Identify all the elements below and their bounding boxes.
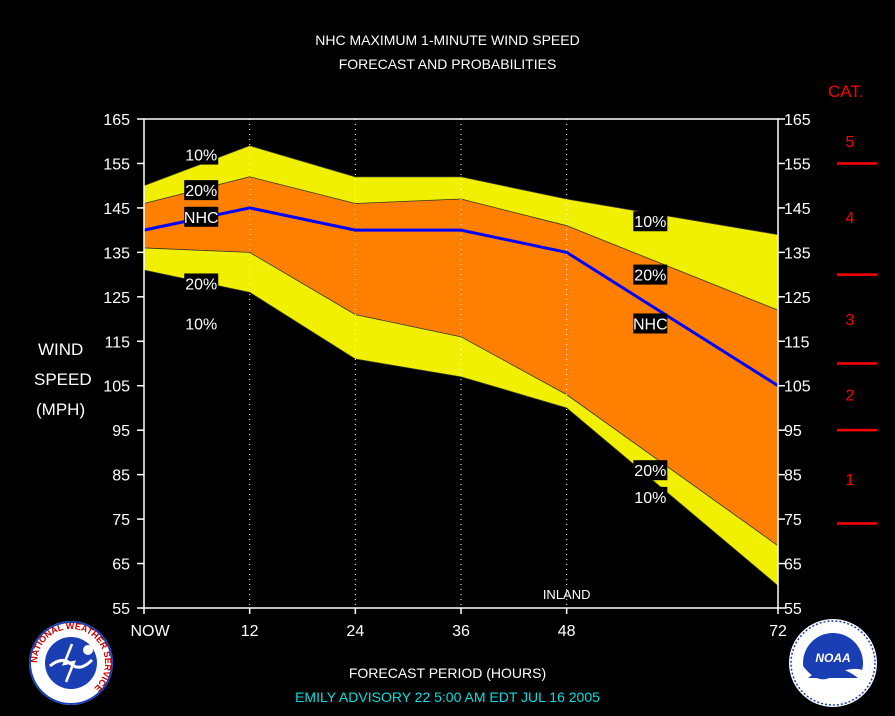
band-label-box-3 xyxy=(184,273,219,294)
category-label-3: 3 xyxy=(846,312,855,329)
band-label-box-9 xyxy=(633,486,668,507)
band-label-4: 10% xyxy=(185,316,217,333)
band-label-box-1 xyxy=(184,180,219,201)
y-axis-label-line2: SPEED xyxy=(34,370,92,389)
svg-text:NOAA: NOAA xyxy=(815,651,850,665)
y-tick-label-left-65: 65 xyxy=(112,557,130,574)
band-label-1: 20% xyxy=(185,183,217,200)
y-tick-label-right-75: 75 xyxy=(784,512,802,529)
y-tick-label-left-125: 125 xyxy=(103,290,130,307)
series-line-0-10% xyxy=(143,145,779,235)
y-tick-label-right-65: 65 xyxy=(784,557,802,574)
probability-band-20pct xyxy=(144,176,778,546)
y-tick-label-left-145: 145 xyxy=(103,201,130,218)
y-tick-label-right-85: 85 xyxy=(784,468,802,485)
y-tick-label-right-145: 145 xyxy=(784,201,811,218)
chart-title-line2: FORECAST AND PROBABILITIES xyxy=(338,56,557,72)
nhc-forecast-line xyxy=(143,206,779,387)
y-tick-label-left-105: 105 xyxy=(103,379,130,396)
band-label-box-5 xyxy=(633,211,668,232)
category-title: CAT. xyxy=(828,82,864,101)
y-tick-label-right-95: 95 xyxy=(784,423,802,440)
y-tick-label-right-155: 155 xyxy=(784,156,811,173)
y-axis-label-line1: WIND xyxy=(38,340,84,359)
band-label-6: 20% xyxy=(634,268,666,285)
y-axis-label-line3: (MPH) xyxy=(36,400,86,419)
band-label-3: 20% xyxy=(185,276,217,293)
y-tick-label-left-135: 135 xyxy=(103,245,130,262)
band-label-9: 10% xyxy=(634,490,666,507)
inland-annotation: INLAND xyxy=(543,587,591,602)
band-label-5: 10% xyxy=(634,214,666,231)
x-axis-label: FORECAST PERIOD (HOURS) xyxy=(348,665,547,681)
noaa-logo: NOAA xyxy=(789,619,877,707)
y-tick-label-right-105: 105 xyxy=(784,379,811,396)
advisory-line: EMILY ADVISORY 22 5:00 AM EDT JUL 16 200… xyxy=(295,689,600,705)
y-tick-label-left-165: 165 xyxy=(103,112,130,129)
series-line-3-20% xyxy=(143,247,779,547)
y-tick-label-right-135: 135 xyxy=(784,245,811,262)
nws-logo: NATIONAL WEATHER SERVICE xyxy=(29,621,113,705)
category-label-5: 5 xyxy=(846,134,855,151)
band-label-box-2 xyxy=(184,206,219,227)
band-label-0: 10% xyxy=(185,148,217,165)
band-label-box-6 xyxy=(633,264,668,285)
band-label-box-4 xyxy=(184,313,219,334)
band-label-7: NHC xyxy=(633,316,668,333)
category-label-4: 4 xyxy=(846,210,855,227)
category-label-1: 1 xyxy=(846,472,855,489)
y-tick-label-left-75: 75 xyxy=(112,512,130,529)
x-tick-label-24: 24 xyxy=(346,623,364,640)
chart-title-line1: NHC MAXIMUM 1-MINUTE WIND SPEED xyxy=(315,32,580,48)
band-label-box-0 xyxy=(184,144,219,165)
y-tick-label-right-165: 165 xyxy=(784,112,811,129)
y-tick-label-left-115: 115 xyxy=(104,334,130,351)
y-tick-label-right-125: 125 xyxy=(784,290,811,307)
y-tick-label-left-155: 155 xyxy=(103,156,130,173)
band-label-8: 20% xyxy=(634,463,666,480)
x-tick-label-36: 36 xyxy=(452,623,470,640)
series-line-4-10% xyxy=(143,269,779,587)
x-tick-label-48: 48 xyxy=(558,623,576,640)
y-tick-label-left-95: 95 xyxy=(112,423,130,440)
band-label-box-7 xyxy=(633,313,668,334)
series-line-1-20% xyxy=(143,176,779,311)
band-label-box-8 xyxy=(633,460,668,481)
y-tick-label-right-115: 115 xyxy=(784,334,810,351)
x-tick-label-72: 72 xyxy=(769,623,787,640)
y-tick-label-left-85: 85 xyxy=(112,468,130,485)
band-label-2: NHC xyxy=(184,210,219,227)
x-tick-label-12: 12 xyxy=(241,623,259,640)
category-label-2: 2 xyxy=(846,388,855,405)
y-tick-label-left-55: 55 xyxy=(112,601,130,618)
x-tick-label-NOW: NOW xyxy=(130,623,170,640)
y-tick-label-right-55: 55 xyxy=(784,601,802,618)
